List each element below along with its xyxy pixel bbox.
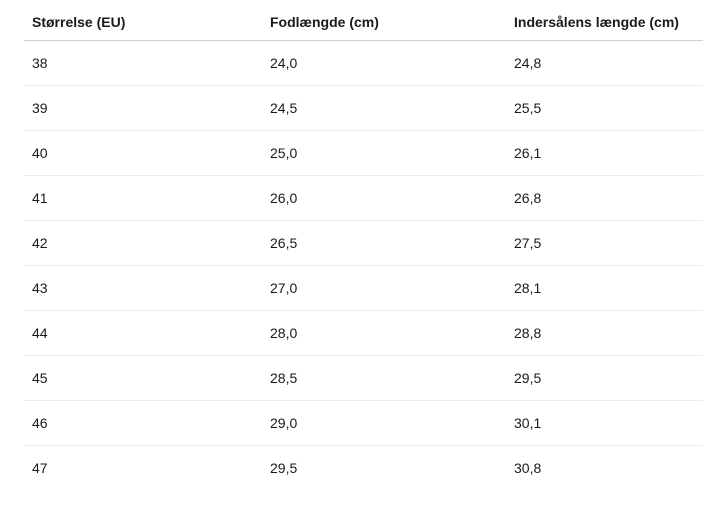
- header-insole-length: Indersålens længde (cm): [506, 4, 703, 41]
- table-row: 45 28,5 29,5: [24, 355, 703, 401]
- table-header-row: Størrelse (EU) Fodlængde (cm) Indersålen…: [24, 4, 703, 41]
- cell-insole-length: 27,5: [506, 220, 703, 266]
- cell-size-eu: 44: [24, 310, 262, 356]
- cell-insole-length: 24,8: [506, 40, 703, 86]
- cell-size-eu: 41: [24, 175, 262, 221]
- cell-insole-length: 30,1: [506, 400, 703, 446]
- table-row: 47 29,5 30,8: [24, 446, 703, 491]
- cell-insole-length: 28,8: [506, 310, 703, 356]
- cell-foot-length: 26,0: [262, 175, 506, 221]
- cell-size-eu: 42: [24, 220, 262, 266]
- cell-size-eu: 38: [24, 40, 262, 86]
- cell-foot-length: 28,5: [262, 355, 506, 401]
- cell-foot-length: 28,0: [262, 310, 506, 356]
- table-row: 46 29,0 30,1: [24, 400, 703, 446]
- size-chart-table: Størrelse (EU) Fodlængde (cm) Indersålen…: [24, 4, 703, 490]
- cell-size-eu: 45: [24, 355, 262, 401]
- cell-insole-length: 26,1: [506, 130, 703, 176]
- cell-foot-length: 26,5: [262, 220, 506, 266]
- cell-insole-length: 30,8: [514, 460, 542, 476]
- table-row: 41 26,0 26,8: [24, 175, 703, 221]
- cell-insole-length: 25,5: [506, 85, 703, 131]
- cell-size-eu: 47: [32, 460, 48, 476]
- cell-foot-length: 24,0: [262, 40, 506, 86]
- table-row: 40 25,0 26,1: [24, 130, 703, 176]
- table-row: 44 28,0 28,8: [24, 310, 703, 356]
- cell-insole-length: 28,1: [506, 265, 703, 311]
- cell-size-eu: 40: [24, 130, 262, 176]
- cell-foot-length: 27,0: [262, 265, 506, 311]
- cell-insole-length: 26,8: [506, 175, 703, 221]
- header-foot-length: Fodlængde (cm): [262, 4, 506, 41]
- table-row: 39 24,5 25,5: [24, 85, 703, 131]
- cell-foot-length: 25,0: [262, 130, 506, 176]
- cell-insole-length: 29,5: [506, 355, 703, 401]
- header-size-eu: Størrelse (EU): [24, 4, 262, 41]
- cell-foot-length: 29,0: [262, 400, 506, 446]
- table-row: 42 26,5 27,5: [24, 220, 703, 266]
- cell-size-eu: 46: [24, 400, 262, 446]
- table-row: 38 24,0 24,8: [24, 40, 703, 86]
- cell-size-eu: 39: [24, 85, 262, 131]
- cell-foot-length: 29,5: [270, 460, 298, 476]
- cell-size-eu: 43: [24, 265, 262, 311]
- table-row: 43 27,0 28,1: [24, 265, 703, 311]
- cell-foot-length: 24,5: [262, 85, 506, 131]
